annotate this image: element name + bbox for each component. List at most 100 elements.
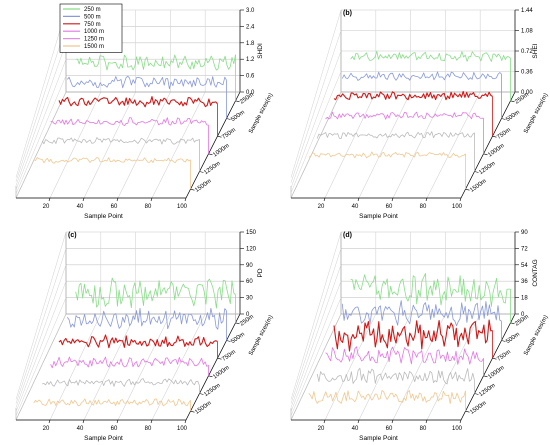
z-tick-label: 54 [521, 263, 528, 269]
depth-tick-label: 500m [230, 332, 246, 346]
series-line-1250m [42, 378, 200, 387]
x-tick-label: 100 [452, 426, 463, 432]
series-line-250m [350, 273, 511, 307]
depth-tick-mark [510, 100, 515, 103]
left-wall-gridline [15, 42, 67, 186]
series-line-750m [58, 96, 218, 108]
left-wall-gridline [15, 231, 67, 400]
depth-axis-label: Sample sizes(m) [248, 314, 274, 356]
x-tick-mark [391, 419, 394, 424]
z-tick-label: 0.36 [521, 70, 533, 76]
x-tick-mark [391, 197, 394, 202]
z-axis-label: CONTAG [532, 259, 539, 286]
x-axis-label: Sample Point [84, 435, 123, 442]
depth-tick-mark [199, 171, 204, 173]
left-wall-gridline [15, 297, 67, 416]
depth-tick-label: 1250m [478, 383, 496, 398]
z-tick-label: 2.4 [246, 24, 255, 30]
depth-tick-label: 500m [230, 110, 246, 124]
chart-svg-c: 0 30 60 90 120 150 20 40 60 80 100 250m 500m 750m 1000… [15, 230, 275, 442]
z-tick-label: 1.44 [521, 8, 533, 14]
left-wall-gridline [290, 248, 342, 404]
depth-tick-mark [208, 153, 213, 156]
depth-axis-line [460, 91, 516, 199]
depth-axis-label: Sample sizes(m) [523, 314, 549, 356]
floor-gridline [49, 91, 102, 199]
x-tick-mark [48, 419, 51, 424]
depth-tick-mark [474, 171, 479, 173]
depth-tick-label: 500m [505, 110, 521, 124]
series-line-1500m [308, 389, 466, 405]
left-wall-gridline [290, 9, 342, 178]
series-line-1500m [308, 151, 466, 159]
z-tick-label: 0.6 [246, 74, 255, 80]
series-line-250m [350, 50, 511, 62]
z-tick-label: 72 [521, 246, 528, 252]
depth-tick-mark [501, 340, 506, 342]
z-tick-label: 1.08 [521, 29, 533, 35]
depth-tick-mark [510, 322, 515, 325]
x-tick-label: 40 [352, 204, 359, 210]
x-tick-label: 40 [77, 204, 84, 210]
x-tick-mark [184, 197, 187, 202]
depth-tick-label: 1500m [469, 178, 487, 193]
floor-gridline [49, 313, 102, 421]
series-line-250m [75, 277, 236, 309]
left-wall-gridline [15, 313, 67, 421]
depth-tick-label: 250m [514, 92, 530, 106]
left-wall-gridline [290, 71, 342, 193]
left-wall-gridline [290, 313, 342, 421]
left-wall-gridline [15, 9, 67, 178]
x-tick-label: 60 [386, 204, 393, 210]
legend-box [59, 3, 123, 53]
chart-svg-b: 0.00 0.36 0.72 1.08 1.44 20 40 60 80 100 250m 500m 7… [290, 8, 550, 220]
z-tick-label: 30 [246, 296, 253, 302]
x-tick-mark [323, 419, 326, 424]
depth-tick-label: 1500m [469, 400, 487, 415]
depth-tick-label: 250m [239, 92, 255, 106]
z-tick-label: 0.72 [521, 49, 533, 55]
x-tick-mark [425, 197, 428, 202]
legend-label: 500 m [84, 14, 101, 20]
depth-tick-mark [190, 188, 195, 191]
series-line-1000m [325, 346, 484, 365]
series-line-1250m [316, 367, 475, 385]
floor-gridline [117, 91, 171, 199]
x-tick-label: 80 [420, 204, 427, 210]
depth-axis-label: Sample sizes(m) [248, 92, 274, 134]
x-tick-mark [48, 197, 51, 202]
floor-gridline [426, 313, 481, 421]
x-axis-label: Sample Point [359, 435, 398, 442]
floor-gridline [83, 91, 136, 199]
legend-label: 1500 m [84, 44, 104, 50]
left-wall-gridline [290, 297, 342, 416]
panel-label: (b) [343, 10, 352, 17]
x-tick-label: 60 [111, 426, 118, 432]
depth-tick-label: 1500m [194, 400, 212, 415]
series-line-1000m [50, 356, 209, 369]
depth-tick-label: 1250m [203, 161, 221, 176]
z-tick-label: 90 [521, 230, 528, 236]
series-line-1250m [316, 131, 475, 140]
series-line-1000m [325, 111, 484, 120]
left-wall-gridline [15, 26, 67, 182]
floor-gridline [392, 91, 446, 199]
z-tick-label: 60 [246, 279, 253, 285]
depth-tick-mark [492, 357, 497, 360]
z-tick-label: 0.00 [521, 90, 533, 96]
left-wall-gridline [15, 281, 67, 412]
chart-svg-a: 0.0 0.6 1.2 1.8 2.4 3.0 20 40 60 80 100 250m 500m 750… [15, 3, 275, 220]
depth-tick-label: 250m [514, 314, 530, 328]
left-wall-gridline [15, 75, 67, 194]
depth-tick-mark [208, 375, 213, 378]
chart-panel-d: 0 18 36 54 72 90 20 40 60 80 100 250m 500m 750m 1000m 1… [275, 222, 550, 444]
z-tick-label: 36 [521, 279, 528, 285]
x-tick-label: 40 [77, 426, 84, 432]
x-tick-mark [357, 419, 360, 424]
x-tick-mark [425, 419, 428, 424]
depth-tick-mark [226, 118, 231, 120]
depth-tick-label: 1250m [478, 161, 496, 176]
z-tick-label: 0 [246, 312, 250, 318]
x-tick-mark [150, 419, 153, 424]
x-tick-label: 100 [452, 204, 463, 210]
